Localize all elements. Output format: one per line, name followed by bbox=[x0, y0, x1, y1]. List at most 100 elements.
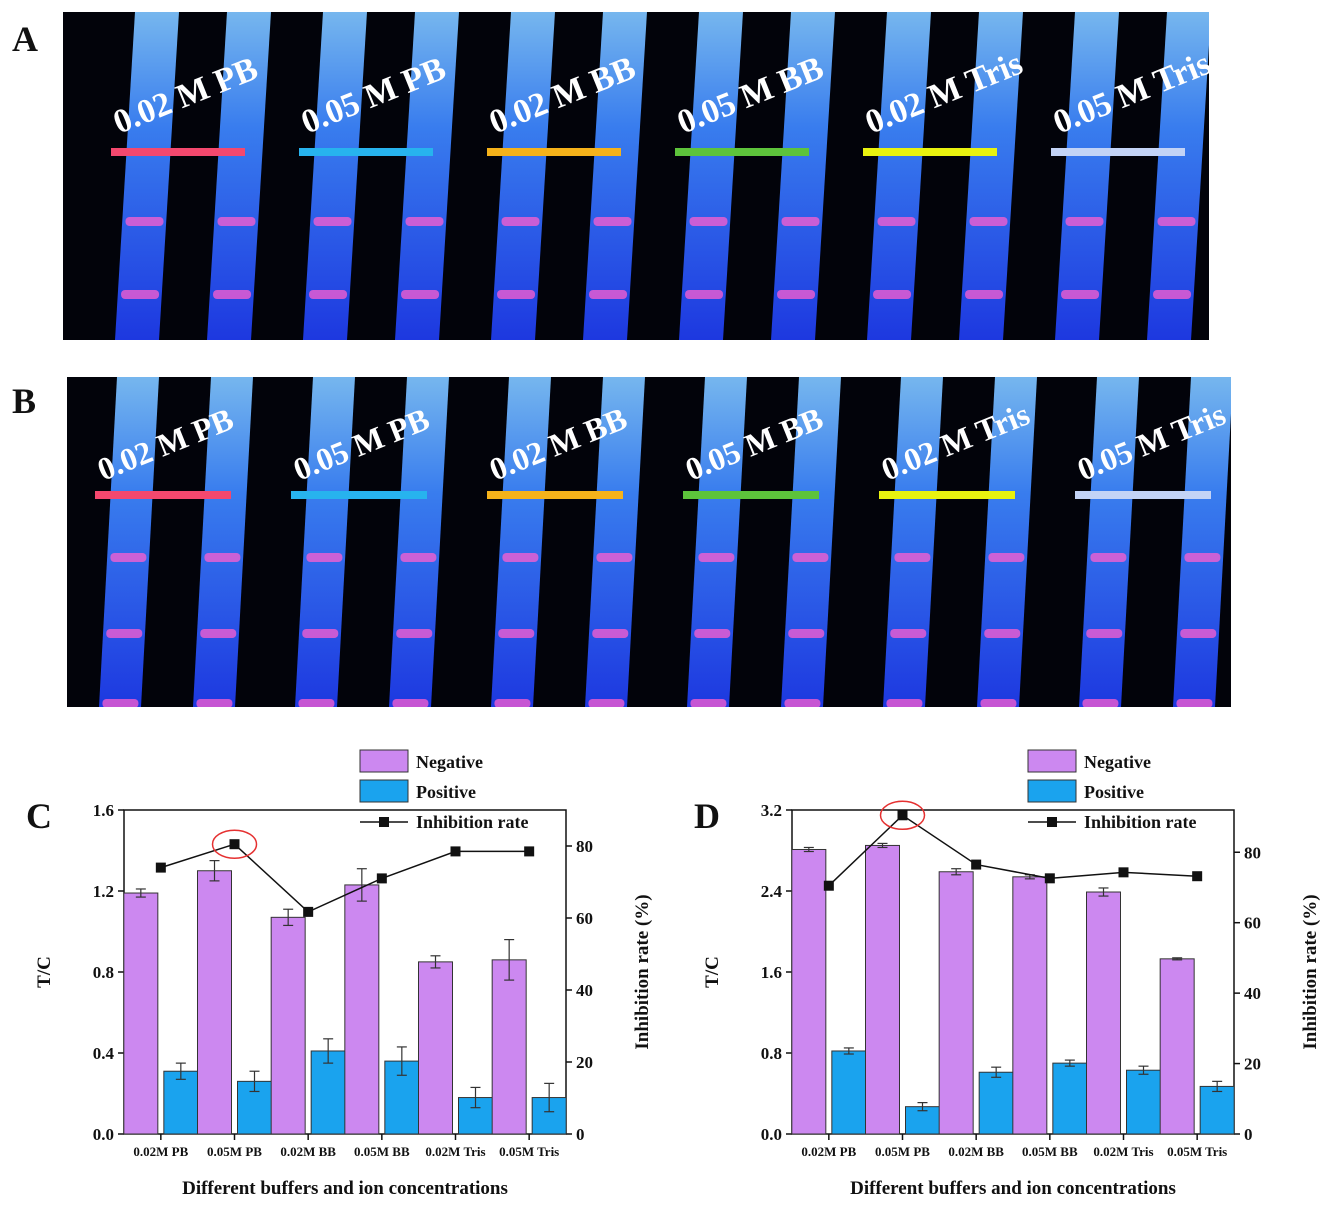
test-strip bbox=[679, 12, 743, 340]
y2-tick-label: 20 bbox=[1244, 1055, 1261, 1074]
test-strip bbox=[583, 12, 647, 340]
inhibition-point bbox=[450, 846, 461, 857]
x-tick-label: 0.02M Tris bbox=[425, 1144, 485, 1159]
strip-band bbox=[1061, 290, 1100, 299]
x-tick-label: 0.02M BB bbox=[948, 1144, 1004, 1159]
bar-positive bbox=[1052, 1062, 1088, 1135]
strip-band bbox=[877, 217, 916, 226]
bar-negative bbox=[1012, 876, 1048, 1135]
highlight-circle bbox=[211, 829, 258, 859]
strip-band bbox=[698, 553, 735, 562]
y-tick-label: 2.4 bbox=[761, 882, 783, 901]
color-bar bbox=[1051, 148, 1185, 156]
inhibition-line bbox=[160, 843, 530, 913]
legend-negative-swatch bbox=[1027, 749, 1077, 773]
y-axis-label: T/C bbox=[34, 956, 55, 988]
test-strip bbox=[1173, 377, 1231, 707]
strip-band bbox=[965, 290, 1004, 299]
y2-tick-label: 60 bbox=[576, 909, 593, 928]
strip-photo-b: 0.02 M PB 0.05 M PB 0.02 M BB 0.05 M BB 0.02… bbox=[67, 377, 1231, 707]
y-tick-label: 3.2 bbox=[761, 801, 782, 820]
strip-band bbox=[1082, 699, 1119, 707]
color-bar bbox=[863, 148, 997, 156]
test-strip bbox=[977, 377, 1037, 707]
strip-band bbox=[213, 290, 252, 299]
strip-band bbox=[298, 699, 335, 707]
test-strip bbox=[491, 12, 555, 340]
y2-tick-label: 40 bbox=[1244, 984, 1261, 1003]
strip-band bbox=[217, 217, 256, 226]
color-bar bbox=[675, 148, 809, 156]
y-tick-label: 0.0 bbox=[93, 1125, 114, 1144]
bar-positive bbox=[163, 1070, 199, 1135]
inhibition-point bbox=[1044, 873, 1055, 884]
x-axis-label: Different buffers and ion concentrations bbox=[850, 1178, 1176, 1199]
color-bar bbox=[879, 491, 1015, 499]
test-strip bbox=[389, 377, 449, 707]
legend-marker bbox=[1047, 817, 1057, 827]
y2-tick-label: 0 bbox=[1244, 1125, 1253, 1144]
y2-axis-label: Inhibition rate (%) bbox=[632, 894, 653, 1049]
strip-band bbox=[121, 290, 160, 299]
color-bar bbox=[111, 148, 245, 156]
bar-positive bbox=[1126, 1069, 1161, 1135]
strip-band bbox=[589, 290, 628, 299]
bar-positive bbox=[831, 1050, 867, 1135]
bar-negative bbox=[491, 959, 527, 1135]
strip-band bbox=[685, 290, 724, 299]
strip-band bbox=[1086, 629, 1123, 638]
legend-positive-label: Positive bbox=[416, 782, 476, 802]
inhibition-point bbox=[524, 846, 535, 857]
x-tick-label: 0.02M BB bbox=[280, 1144, 336, 1159]
test-strip bbox=[1147, 12, 1209, 340]
test-strip bbox=[883, 377, 943, 707]
x-tick-label: 0.05M Tris bbox=[1167, 1144, 1227, 1159]
inhibition-point bbox=[823, 880, 834, 891]
x-tick-label: 0.05M Tris bbox=[499, 1144, 559, 1159]
legend-negative-swatch bbox=[359, 749, 409, 773]
strip-band bbox=[694, 629, 731, 638]
strip-band bbox=[689, 217, 728, 226]
strip-band bbox=[984, 629, 1021, 638]
x-tick-label: 0.05M BB bbox=[1022, 1144, 1078, 1159]
strip-band bbox=[313, 217, 352, 226]
strip-band bbox=[125, 217, 164, 226]
panel-label-b: B bbox=[12, 381, 37, 421]
strip-band bbox=[498, 629, 535, 638]
strip-band bbox=[497, 290, 536, 299]
test-strip bbox=[115, 12, 179, 340]
strip-band bbox=[200, 629, 237, 638]
bar-positive bbox=[1199, 1085, 1235, 1135]
y2-tick-label: 20 bbox=[576, 1053, 593, 1072]
strip-band bbox=[302, 629, 339, 638]
strip-band bbox=[886, 699, 923, 707]
strip-band bbox=[788, 629, 825, 638]
y2-tick-label: 80 bbox=[1244, 843, 1261, 862]
y-tick-label: 0.4 bbox=[93, 1044, 115, 1063]
strip-band bbox=[392, 699, 429, 707]
legend-negative-label: Negative bbox=[416, 752, 483, 772]
color-bar bbox=[683, 491, 819, 499]
test-strip bbox=[781, 377, 841, 707]
bar-negative bbox=[938, 871, 974, 1135]
y2-tick-label: 80 bbox=[576, 837, 593, 856]
color-bar bbox=[487, 491, 623, 499]
strip-band bbox=[890, 629, 927, 638]
test-strip bbox=[193, 377, 253, 707]
color-bar bbox=[1075, 491, 1211, 499]
x-tick-label: 0.05M PB bbox=[875, 1144, 930, 1159]
inhibition-point bbox=[229, 839, 240, 850]
strip-band bbox=[309, 290, 348, 299]
y2-tick-label: 0 bbox=[576, 1125, 585, 1144]
strip-band bbox=[494, 699, 531, 707]
strip-band bbox=[110, 553, 147, 562]
chart-d: D Negative Positive Inhibition rate 0.0 0.8 1.… bbox=[694, 749, 1321, 1199]
strip-band bbox=[1176, 699, 1213, 707]
test-strip bbox=[1055, 12, 1119, 340]
test-strip bbox=[491, 377, 551, 707]
inhibition-point bbox=[303, 906, 314, 917]
test-strip bbox=[585, 377, 645, 707]
legend-marker bbox=[379, 817, 389, 827]
x-tick-label: 0.05M BB bbox=[354, 1144, 410, 1159]
bar-positive bbox=[310, 1050, 346, 1135]
